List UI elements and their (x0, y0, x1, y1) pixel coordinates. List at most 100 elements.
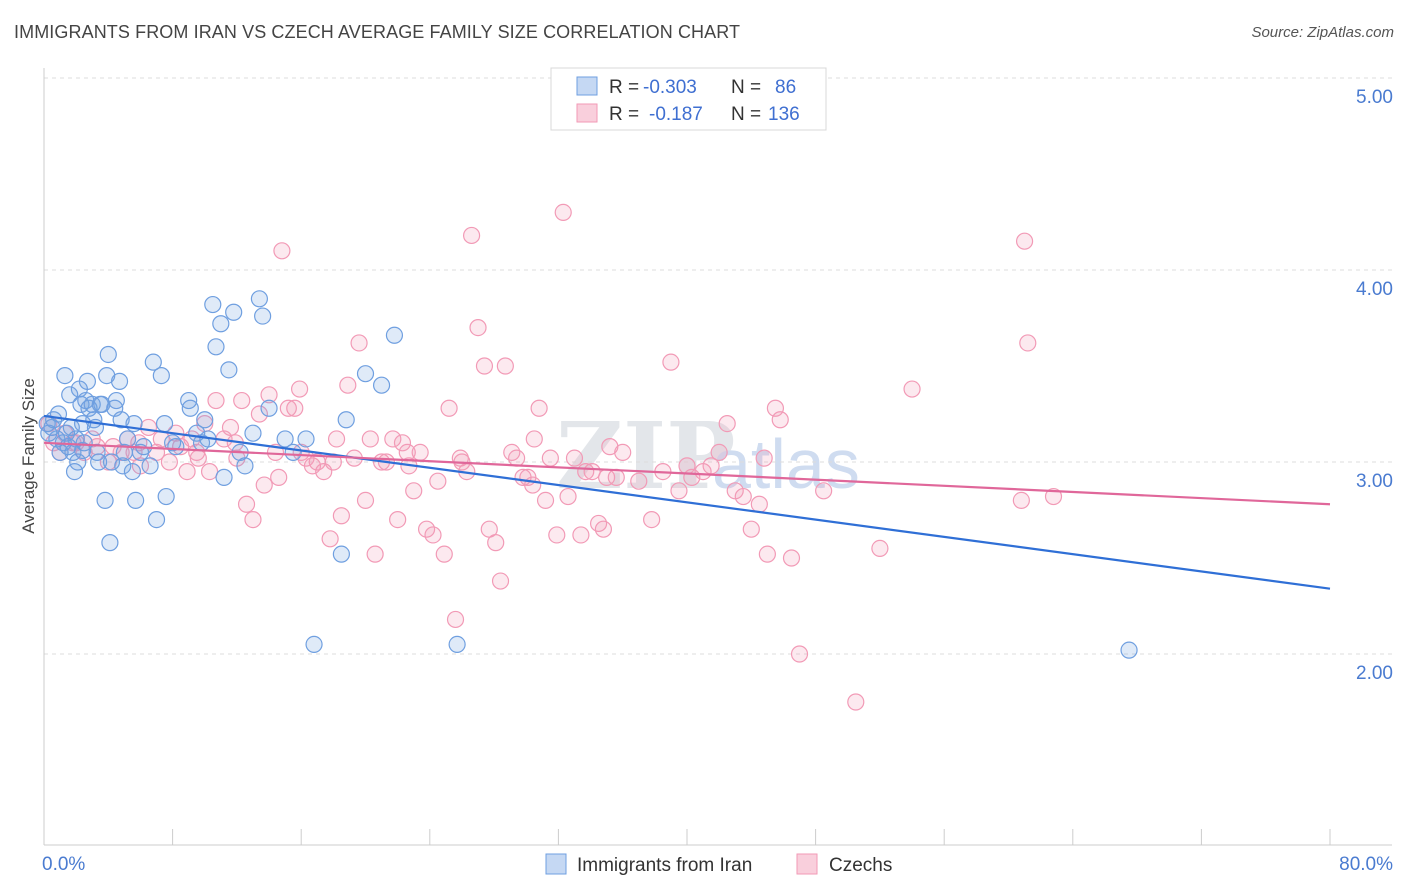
iran-point-49 (157, 487, 175, 506)
iran-point-76 (385, 326, 404, 344)
iran-point-63 (236, 457, 254, 475)
czech-point-121 (1019, 334, 1037, 352)
czech-point-74 (491, 572, 510, 590)
czech-point-73 (487, 534, 505, 552)
czech-point-112 (771, 411, 789, 429)
czech-point-45 (327, 430, 346, 448)
czech-point-122 (1044, 487, 1063, 506)
czech-point-84 (548, 526, 566, 544)
czech-point-90 (583, 463, 601, 481)
iran-point-71 (305, 635, 323, 654)
x-tick-label-1: 80.0% (1339, 854, 1393, 875)
iran-point-85 (88, 443, 106, 461)
czech-point-31 (244, 510, 262, 529)
watermark-atlas: atlas (712, 425, 860, 503)
iran-point-61 (220, 361, 238, 379)
iran-point-65 (250, 290, 269, 308)
czech-point-129 (678, 457, 696, 475)
czech-point-133 (188, 443, 206, 461)
czech-point-113 (782, 549, 801, 567)
gridlines (44, 77, 1392, 655)
czech-point-86 (559, 487, 577, 506)
czech-point-66 (446, 610, 465, 629)
iran-n-label: N = (731, 77, 761, 98)
czech-point-47 (339, 376, 357, 394)
czech-point-99 (662, 353, 680, 371)
y-tick-label-0: 2.00 (1356, 663, 1393, 684)
iran-point-39 (118, 430, 137, 448)
czech-point-69 (462, 226, 481, 245)
czech-point-44 (321, 530, 339, 548)
czech-point-95 (614, 443, 632, 461)
czech-point-123 (270, 468, 288, 486)
czech-point-36 (273, 242, 291, 260)
czech-point-118 (903, 380, 921, 398)
czech-point-25 (207, 391, 225, 410)
series-legend: Immigrants from Iran Czechs (545, 853, 892, 876)
iran-points (38, 290, 1138, 659)
czech-point-38 (286, 399, 304, 417)
czech-point-52 (366, 545, 384, 563)
czech-point-37 (279, 399, 297, 417)
czech-point-117 (871, 539, 889, 558)
y-tick-label-2: 4.00 (1356, 279, 1393, 300)
czech-point-33 (255, 476, 273, 494)
czechs-points (40, 203, 1063, 711)
iran-point-32 (101, 534, 119, 552)
chart-title: IMMIGRANTS FROM IRAN VS CZECH AVERAGE FA… (14, 22, 741, 42)
czech-point-96 (630, 472, 648, 490)
iran-point-67 (260, 399, 278, 417)
iran-point-72 (332, 545, 350, 563)
czech-point-71 (475, 357, 494, 375)
czech-point-77 (508, 449, 526, 467)
iran-point-45 (144, 353, 162, 371)
iran-point-36 (110, 372, 129, 390)
iran-point-69 (284, 443, 302, 461)
czech-swatch (576, 103, 598, 123)
czech-point-49 (350, 334, 368, 352)
czech-point-63 (429, 472, 447, 490)
iran-point-79 (73, 441, 92, 460)
iran-point-66 (254, 307, 272, 325)
czech-point-55 (384, 430, 402, 448)
iran-point-8 (56, 367, 74, 385)
czech-point-61 (417, 520, 436, 538)
czech-point-34 (260, 386, 278, 404)
iran-point-77 (448, 635, 466, 654)
iran-trend-line (43, 414, 1331, 590)
czech-point-56 (389, 510, 407, 529)
iran-point-70 (297, 430, 315, 448)
czech-point-87 (565, 449, 584, 467)
czech-point-114 (790, 645, 809, 663)
czech-point-108 (742, 520, 760, 538)
watermark: ZIP atlas (556, 402, 860, 510)
czech-point-50 (356, 491, 375, 509)
iran-point-31 (99, 345, 117, 364)
iran-point-78 (1120, 641, 1138, 659)
czech-n-value: 136 (768, 104, 800, 125)
czech-point-116 (847, 693, 865, 711)
czech-point-128 (598, 468, 616, 486)
iran-point-74 (356, 365, 375, 383)
czech-point-107 (734, 487, 752, 506)
y-tick-label-1: 3.00 (1356, 471, 1393, 492)
iran-point-37 (112, 411, 130, 429)
czech-point-14 (139, 418, 158, 437)
iran-point-68 (276, 430, 294, 448)
iran-point-35 (107, 391, 125, 410)
legend-iran-swatch (545, 853, 567, 875)
czech-point-62 (424, 526, 442, 544)
czech-point-30 (237, 495, 256, 513)
iran-point-62 (225, 303, 243, 321)
stats-legend-row-czech: R = -0.187 N = 136 (576, 103, 800, 125)
czech-point-119 (1012, 491, 1030, 509)
czech-n-label: N = (731, 104, 761, 125)
iran-point-57 (204, 295, 222, 314)
czech-point-92 (594, 520, 613, 538)
czech-point-59 (405, 482, 423, 500)
iran-point-40 (123, 463, 142, 481)
czech-point-130 (755, 449, 773, 467)
czech-point-104 (710, 443, 728, 461)
iran-point-53 (181, 399, 199, 417)
iran-point-51 (167, 438, 185, 456)
